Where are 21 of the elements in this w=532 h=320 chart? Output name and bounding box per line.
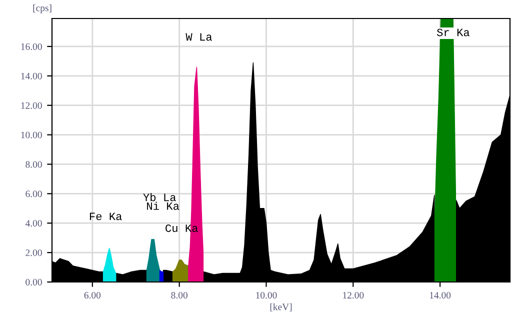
y-tick-label: 0.00 [26,278,42,286]
annotation: Ni Ka [147,202,180,210]
y-tick-label: 6.00 [26,190,42,198]
annotation: W La [186,33,212,41]
y-tick-label: 8.00 [26,161,42,168]
y-tick-label: 12.00 [21,102,42,109]
x-tick-label: 6.00 [84,292,101,299]
annotation: Fe Ka [90,212,122,220]
annotation: Sr Ka [436,28,470,36]
x-tick-label: 12.00 [343,292,364,299]
x-axis-title: [keV] [270,303,292,312]
y-tick-label: 10.00 [21,132,42,138]
y-tick-label: 14.00 [21,72,42,80]
x-tick-label: 8.00 [171,292,188,299]
annotation: Yb La [143,193,176,202]
y-axis-title: [cps] [33,4,52,14]
x-tick-label: 10.00 [256,292,277,299]
y-tick-label: 16.00 [21,43,42,50]
y-tick-label: 2.00 [26,249,42,256]
y-tick-label: 4.00 [25,220,42,227]
x-tick-label: 14.00 [430,292,451,299]
